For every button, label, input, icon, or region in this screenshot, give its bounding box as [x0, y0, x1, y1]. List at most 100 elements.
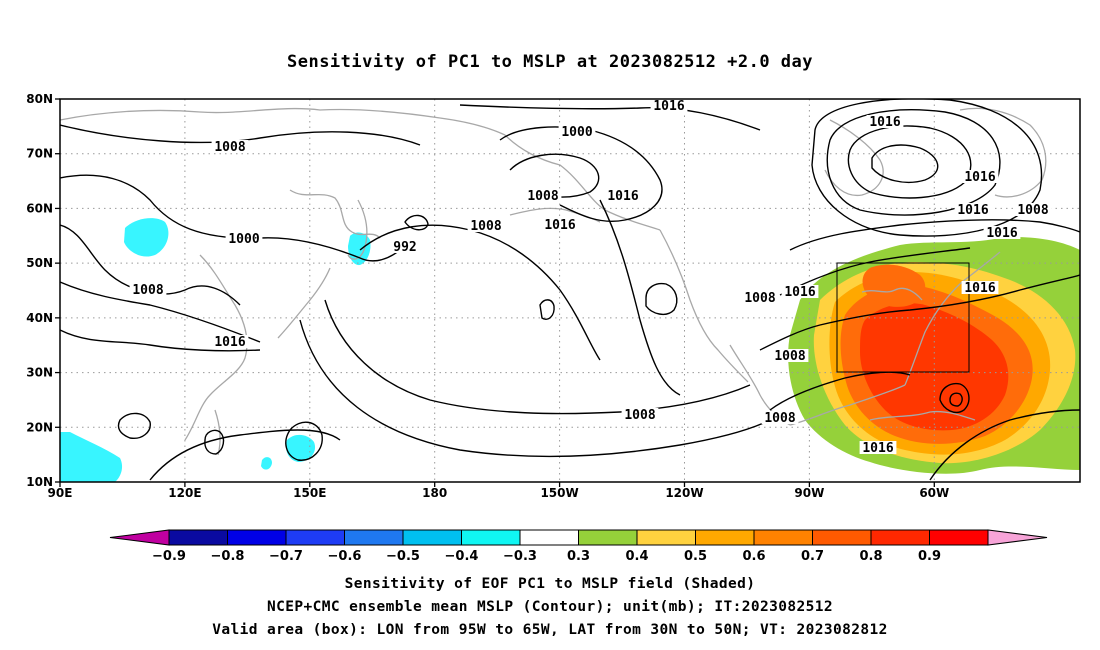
contour-label: 1008 — [774, 349, 805, 364]
coast-hudson — [824, 119, 884, 197]
coast-gulf — [789, 384, 906, 426]
caption-line-2: NCEP+CMC ensemble mean MSLP (Contour); u… — [267, 599, 833, 615]
lon-tick-label: 150E — [293, 486, 326, 500]
contour-line — [459, 104, 761, 131]
lon-tick-label: 120W — [665, 486, 703, 500]
contour-line — [939, 382, 970, 414]
coast-russia-arctic — [60, 107, 506, 136]
contour-label-bg — [558, 125, 596, 138]
shade-0-7b — [862, 264, 926, 307]
contour-line — [60, 329, 261, 352]
coast-caribbean — [869, 410, 976, 421]
contour-label-bg — [225, 232, 263, 245]
contour-label-bg — [621, 408, 659, 421]
colorbar-segment — [227, 529, 287, 546]
contour-line — [204, 429, 225, 455]
contour-line — [60, 124, 421, 146]
gridlines — [60, 99, 1080, 482]
contour-label-bg — [650, 99, 688, 112]
contour-label: 1008 — [1017, 203, 1048, 218]
contour-label: 1008 — [132, 283, 163, 298]
contour-label-bg — [211, 335, 249, 348]
contour-line — [759, 274, 1080, 351]
colorbar-segment — [402, 529, 462, 546]
contour-label-bg — [741, 291, 779, 304]
contour-label-bg — [1014, 203, 1052, 216]
sensitivity-shading — [788, 237, 1080, 474]
neg-patch-asia — [124, 218, 169, 257]
contour-line — [599, 199, 681, 396]
contour-line — [949, 392, 963, 407]
contour-label: 1000 — [228, 232, 259, 247]
colorbar-segment — [695, 529, 755, 546]
colorbar-segment — [461, 529, 521, 546]
lat-tick-label: 60N — [26, 201, 53, 215]
colorbar-label: −0.3 — [503, 549, 537, 564]
colorbar-label: −0.9 — [152, 549, 186, 564]
lat-tick-label: 50N — [26, 256, 53, 270]
colorbar-label: −0.6 — [328, 549, 362, 564]
contour-label-bg — [859, 441, 897, 454]
figure-title: Sensitivity of PC1 to MSLP at 2023082512… — [287, 52, 813, 72]
contour-label-bg — [983, 226, 1021, 239]
map-panel: 1016100810001008101610161008100099210081… — [60, 99, 1080, 482]
contour-label-bg — [961, 281, 999, 294]
caption-line-3: Valid area (box): LON from 95W to 65W, L… — [212, 622, 888, 638]
lon-tick-label: 120E — [168, 486, 201, 500]
contour-label: 1008 — [764, 411, 795, 426]
colorbar-label: 0.4 — [625, 549, 648, 564]
contour-label: 1008 — [527, 189, 558, 204]
colorbar-label: −0.5 — [386, 549, 420, 564]
colorbar-segment — [519, 529, 579, 546]
colorbar-segment — [168, 529, 228, 546]
colorbar-label: 0.9 — [918, 549, 941, 564]
contour-line — [789, 219, 1080, 251]
contour-label-bg — [866, 115, 904, 128]
contour-label: 1000 — [561, 125, 592, 140]
contour-label-bg — [524, 189, 562, 202]
contour-label: 1008 — [744, 291, 775, 306]
contour-line — [499, 126, 663, 222]
coast-lakes — [861, 287, 923, 301]
colorbar-label: 0.7 — [801, 549, 824, 564]
caption: Sensitivity of EOF PC1 to MSLP field (Sh… — [212, 576, 888, 638]
contour-label-bg — [541, 218, 579, 231]
colorbar-segment — [812, 529, 872, 546]
contour-label: 1016 — [986, 226, 1017, 241]
shade-0-7 — [860, 303, 1009, 431]
coast-kamchatka — [347, 199, 368, 260]
lon-tick-label: 90E — [48, 486, 73, 500]
colorbar-label: 0.6 — [742, 549, 765, 564]
contour-label: 1008 — [214, 140, 245, 155]
contour-label-bg — [604, 189, 642, 202]
negative-sensitivity-shading — [60, 218, 371, 482]
lat-tick-label: 40N — [26, 311, 53, 325]
contour-line — [324, 299, 751, 415]
caption-line-1: Sensitivity of EOF PC1 to MSLP field (Sh… — [345, 576, 756, 592]
lat-tick-label: 30N — [26, 366, 53, 380]
colorbar-segment — [578, 529, 638, 546]
contour-label: 1008 — [470, 219, 501, 234]
coast-alaska — [504, 134, 661, 231]
contour-label: 1016 — [784, 285, 815, 300]
contour-label-bg — [211, 140, 249, 153]
contour-line — [826, 109, 1001, 216]
contour-line — [929, 409, 1080, 481]
contour-label-bg — [781, 285, 819, 298]
colorbar-left-arrow — [109, 529, 170, 546]
lat-tick-label: 70N — [26, 147, 53, 161]
colorbar-label: 0.3 — [567, 549, 590, 564]
lat-tick-label: 80N — [26, 92, 53, 106]
lat-tick-label: 10N — [26, 475, 53, 489]
contour-label: 1016 — [862, 441, 893, 456]
lon-tick-label: 150W — [540, 486, 578, 500]
contour-label: 1016 — [964, 170, 995, 185]
neg-patch-kamchatka — [348, 232, 371, 266]
colorbar-label: −0.4 — [445, 549, 479, 564]
contour-line — [60, 281, 261, 343]
contour-label-bg — [961, 170, 999, 183]
contour-label: 1016 — [964, 281, 995, 296]
colorbar-label: −0.8 — [211, 549, 245, 564]
contour-line — [645, 282, 678, 316]
